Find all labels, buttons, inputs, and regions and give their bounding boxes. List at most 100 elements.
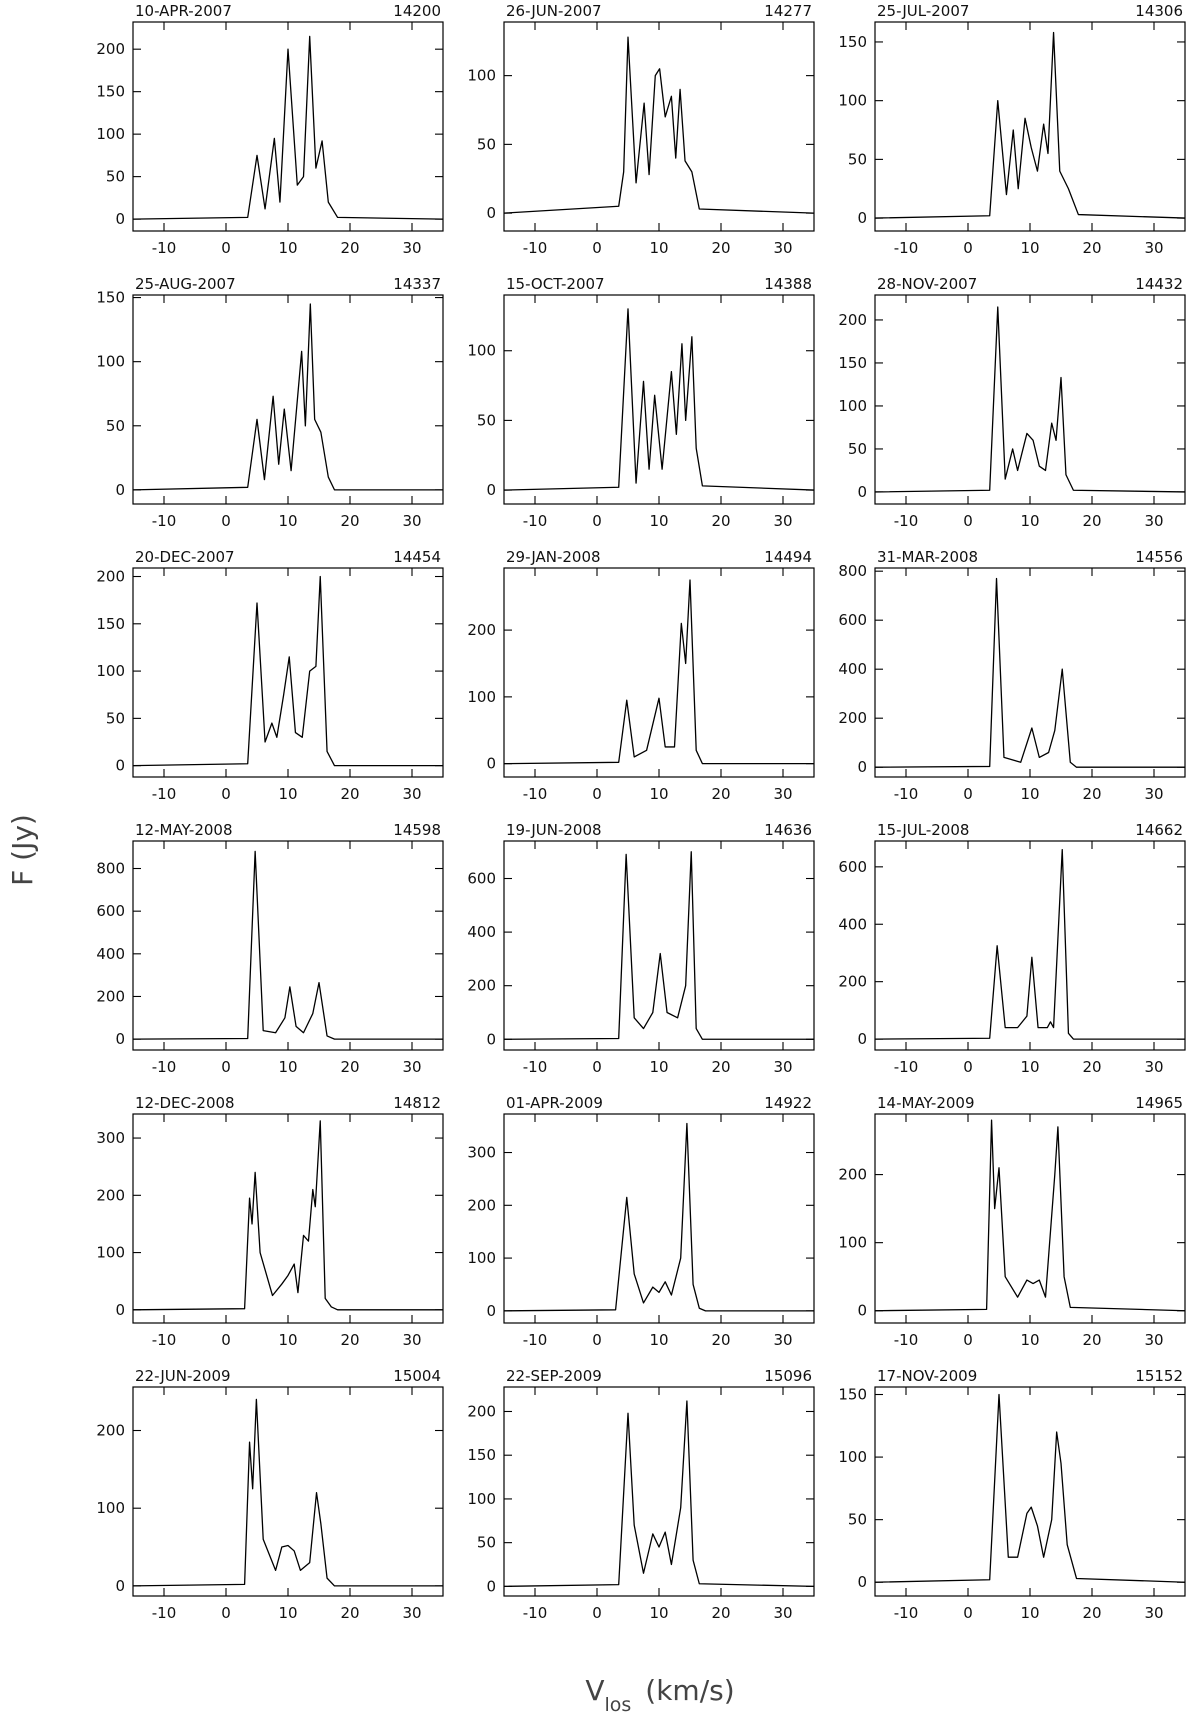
- y-tick-label: 200: [467, 977, 496, 995]
- y-tick-label: 50: [848, 440, 867, 458]
- y-tick-label: 200: [467, 1402, 496, 1420]
- y-tick-label: 600: [838, 611, 867, 629]
- spectrum-line: [503, 1122, 814, 1312]
- plot-frame: [874, 21, 1186, 232]
- y-tick-label: 100: [96, 125, 125, 143]
- x-tick-label: 30: [1144, 512, 1163, 530]
- panel-number: 14598: [393, 821, 441, 839]
- x-tick-label: 20: [340, 785, 359, 803]
- x-tick-label: 10: [278, 1604, 297, 1622]
- y-tick-label: 100: [96, 662, 125, 680]
- x-tick-label: 30: [773, 1331, 792, 1349]
- panel-number: 15152: [1135, 1367, 1183, 1385]
- x-tick-label: -10: [894, 1604, 919, 1622]
- y-tick-label: 0: [486, 204, 496, 222]
- x-label-subscript: los: [604, 1694, 631, 1716]
- y-tick-label: 200: [838, 709, 867, 727]
- y-tick-label: 150: [838, 1386, 867, 1404]
- panel-number: 14432: [1135, 275, 1183, 293]
- x-tick-label: 0: [592, 1604, 602, 1622]
- x-tick-label: 10: [278, 512, 297, 530]
- y-tick-label: 200: [96, 1422, 125, 1440]
- x-tick-label: 20: [1082, 512, 1101, 530]
- x-tick-label: 0: [592, 239, 602, 257]
- y-tick-label: 200: [838, 311, 867, 329]
- y-tick-label: 0: [115, 210, 125, 228]
- x-tick-label: 0: [963, 512, 973, 530]
- y-tick-label: 50: [106, 168, 125, 186]
- plot-frame: [132, 1386, 444, 1597]
- x-tick-label: 0: [221, 1331, 231, 1349]
- plot-frame: [874, 567, 1186, 778]
- x-tick-label: 10: [649, 239, 668, 257]
- panel-number: 14965: [1135, 1094, 1183, 1112]
- x-tick-label: -10: [152, 1331, 177, 1349]
- x-tick-label: 0: [592, 512, 602, 530]
- y-tick-label: 800: [838, 562, 867, 580]
- y-tick-label: 600: [838, 858, 867, 876]
- x-tick-label: 10: [649, 512, 668, 530]
- x-tick-label: 20: [711, 1331, 730, 1349]
- x-tick-label: 30: [402, 1058, 421, 1076]
- x-tick-label: 20: [1082, 1058, 1101, 1076]
- y-tick-label: 50: [106, 709, 125, 727]
- x-tick-label: 10: [278, 785, 297, 803]
- panel-number: 14812: [393, 1094, 441, 1112]
- x-tick-label: -10: [894, 1331, 919, 1349]
- panel-date: 15-JUL-2008: [877, 821, 969, 839]
- y-tick-label: 100: [838, 397, 867, 415]
- spectrum-line: [132, 1120, 443, 1311]
- panel-number: 15004: [393, 1367, 441, 1385]
- panel-number: 14636: [764, 821, 812, 839]
- x-tick-label: 30: [773, 512, 792, 530]
- x-tick-label: -10: [894, 239, 919, 257]
- panel-date: 12-DEC-2008: [135, 1094, 235, 1112]
- x-tick-label: -10: [152, 1058, 177, 1076]
- x-tick-label: 30: [402, 785, 421, 803]
- x-tick-label: 0: [963, 1331, 973, 1349]
- x-tick-label: 0: [963, 239, 973, 257]
- y-tick-label: 200: [467, 1196, 496, 1214]
- x-label-unit: (km/s): [645, 1674, 734, 1707]
- panel-number: 14454: [393, 548, 441, 566]
- y-tick-label: 150: [467, 1446, 496, 1464]
- y-tick-label: 0: [486, 1302, 496, 1320]
- plot-frame: [503, 840, 815, 1051]
- x-tick-label: 0: [592, 785, 602, 803]
- y-tick-label: 0: [857, 1573, 867, 1591]
- y-tick-label: 200: [96, 40, 125, 58]
- x-tick-label: -10: [523, 1331, 548, 1349]
- y-tick-label: 0: [857, 209, 867, 227]
- x-tick-label: 30: [402, 1604, 421, 1622]
- y-tick-label: 50: [106, 417, 125, 435]
- y-tick-label: 200: [467, 621, 496, 639]
- panel-date: 19-JUN-2008: [506, 821, 602, 839]
- y-tick-label: 100: [467, 67, 496, 85]
- x-tick-label: 10: [649, 1604, 668, 1622]
- y-tick-label: 100: [96, 1244, 125, 1262]
- panel-date: 14-MAY-2009: [877, 1094, 975, 1112]
- y-tick-label: 50: [477, 1534, 496, 1552]
- x-tick-label: -10: [523, 785, 548, 803]
- y-tick-label: 0: [486, 1577, 496, 1595]
- spectrum-line: [874, 31, 1186, 219]
- x-tick-label: 20: [340, 512, 359, 530]
- x-tick-label: -10: [523, 512, 548, 530]
- x-tick-label: 10: [1020, 785, 1039, 803]
- x-tick-label: 30: [773, 1058, 792, 1076]
- y-tick-label: 200: [838, 973, 867, 991]
- y-tick-label: 150: [838, 354, 867, 372]
- x-tick-label: 20: [340, 239, 359, 257]
- x-tick-label: 0: [963, 1604, 973, 1622]
- x-label-symbol: V: [585, 1674, 604, 1707]
- panel-number: 14306: [1135, 2, 1183, 20]
- x-tick-label: 10: [278, 239, 297, 257]
- panel-date: 25-JUL-2007: [877, 2, 969, 20]
- panel-date: 17-NOV-2009: [877, 1367, 977, 1385]
- panel-number: 14337: [393, 275, 441, 293]
- plot-frame: [503, 21, 815, 232]
- panel-number: 14388: [764, 275, 812, 293]
- y-tick-label: 100: [838, 92, 867, 110]
- panel-number: 14494: [764, 548, 812, 566]
